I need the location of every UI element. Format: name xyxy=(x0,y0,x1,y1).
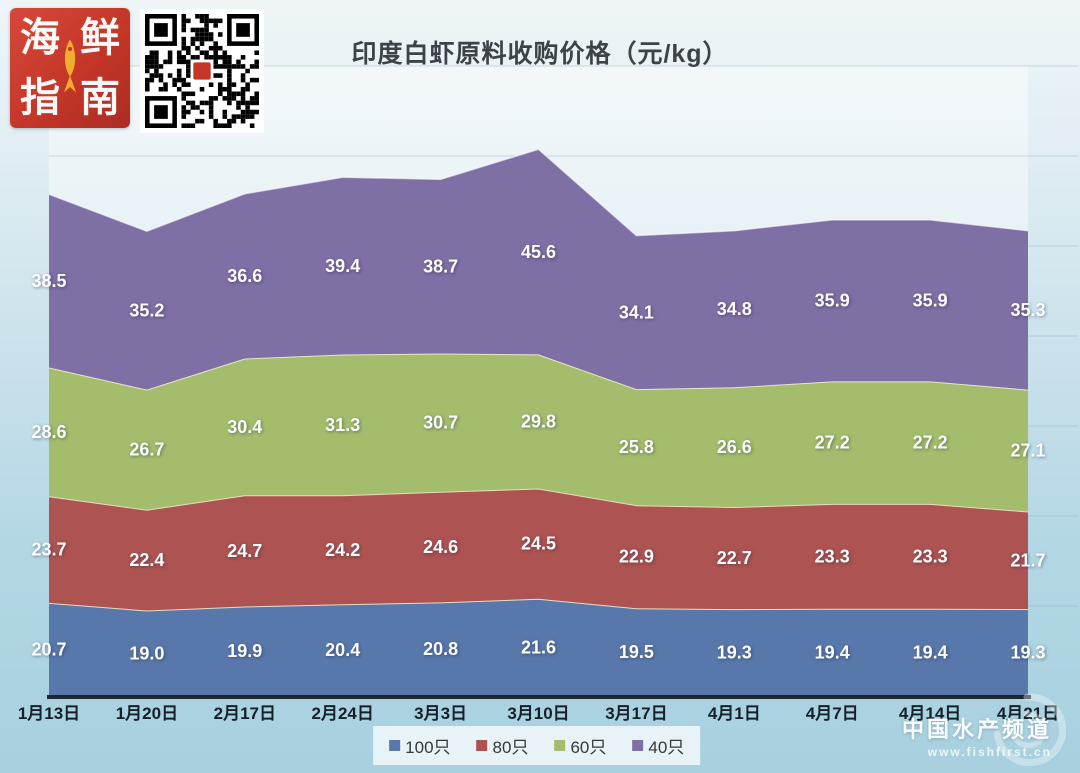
data-label: 19.4 xyxy=(815,642,850,662)
data-label: 35.9 xyxy=(913,291,948,311)
data-label: 19.3 xyxy=(717,643,752,663)
data-label: 20.8 xyxy=(423,639,458,659)
data-label: 19.3 xyxy=(1010,643,1045,663)
legend-item-3: 40只 xyxy=(632,733,684,758)
data-label: 26.6 xyxy=(717,437,752,457)
legend-swatch xyxy=(476,740,488,751)
data-label: 19.4 xyxy=(913,642,948,662)
x-axis-label: 2月17日 xyxy=(214,704,276,723)
data-label: 35.9 xyxy=(815,291,850,311)
data-label: 19.5 xyxy=(619,642,654,662)
data-label: 27.2 xyxy=(815,433,850,453)
x-axis-label: 3月10日 xyxy=(507,704,569,723)
legend-item-1: 80只 xyxy=(476,733,529,758)
data-label: 19.0 xyxy=(129,643,164,663)
data-label: 35.3 xyxy=(1010,300,1045,320)
area-edge xyxy=(48,148,1029,237)
chart-title: 印度白虾原料收购价格（元/kg） xyxy=(351,40,729,68)
logo-character: 鲜 xyxy=(80,15,120,60)
legend-item-2: 60只 xyxy=(554,733,606,758)
logo-character: 南 xyxy=(80,75,120,120)
data-label: 19.9 xyxy=(227,641,262,661)
watermark-brand: 中国水产频道 xyxy=(901,717,1052,742)
data-label: 36.6 xyxy=(227,266,262,286)
data-label: 38.5 xyxy=(31,271,66,291)
watermark: 中国水产频道 www.fishfirst.cn xyxy=(901,693,1066,767)
data-label: 38.7 xyxy=(423,256,458,276)
watermark-swirl-icon xyxy=(993,693,1066,767)
legend-swatch xyxy=(632,740,644,751)
data-label: 30.4 xyxy=(227,417,262,437)
data-label: 27.1 xyxy=(1010,441,1045,461)
x-axis-label: 4月14日 xyxy=(899,704,961,723)
data-label: 29.8 xyxy=(521,412,556,432)
data-label: 20.4 xyxy=(325,640,360,660)
legend-label: 40只 xyxy=(648,738,685,757)
data-label: 26.7 xyxy=(129,440,164,460)
x-axis-label: 3月17日 xyxy=(605,704,667,723)
data-label: 20.7 xyxy=(31,639,66,659)
x-axis-label: 4月1日 xyxy=(708,704,761,723)
data-label: 23.3 xyxy=(815,546,850,566)
data-label: 34.8 xyxy=(717,299,752,319)
data-label: 22.7 xyxy=(717,548,752,568)
chart-legend: 100只 80只 60只 40只 xyxy=(373,726,701,765)
legend-swatch xyxy=(389,740,401,751)
qr-center-logo xyxy=(193,62,211,80)
data-label: 21.6 xyxy=(521,637,556,657)
fish-icon xyxy=(63,39,77,93)
x-axis-label: 1月20日 xyxy=(116,704,178,723)
data-label: 24.5 xyxy=(521,534,556,554)
area-series-3 xyxy=(49,149,1028,390)
data-label: 31.3 xyxy=(325,415,360,435)
legend-swatch xyxy=(554,740,566,751)
legend-label: 100只 xyxy=(405,738,451,757)
x-axis-label: 3月3日 xyxy=(414,704,467,723)
data-label: 25.8 xyxy=(619,437,654,457)
data-label: 24.2 xyxy=(325,540,360,560)
data-label: 21.7 xyxy=(1010,550,1045,570)
seafood-guide-logo: 海 鲜 指 南 xyxy=(10,8,130,128)
area-series-0 xyxy=(49,598,1028,696)
data-label: 39.4 xyxy=(325,256,360,276)
data-label: 30.7 xyxy=(423,413,458,433)
data-label: 45.6 xyxy=(521,242,556,262)
x-axis-label: 1月13日 xyxy=(18,704,80,723)
data-label: 23.7 xyxy=(31,540,66,560)
qr-code-icon xyxy=(140,9,264,133)
area-series-2 xyxy=(49,353,1028,512)
data-label: 28.6 xyxy=(31,422,66,442)
data-label: 34.1 xyxy=(619,302,654,322)
legend-label: 60只 xyxy=(570,738,607,757)
legend-label: 80只 xyxy=(492,738,529,757)
logo-character: 海 xyxy=(20,15,60,60)
x-axis-label: 2月24日 xyxy=(312,704,374,723)
data-label: 23.3 xyxy=(913,546,948,566)
logo-character: 指 xyxy=(20,75,60,120)
legend-item-0: 100只 xyxy=(389,733,451,758)
x-axis-label: 4月21日 xyxy=(997,704,1059,723)
data-label: 27.2 xyxy=(913,433,948,453)
data-label: 24.7 xyxy=(227,541,262,561)
data-label: 35.2 xyxy=(129,300,164,320)
data-label: 22.9 xyxy=(619,547,654,567)
x-axis-label: 4月7日 xyxy=(806,704,859,723)
data-label: 22.4 xyxy=(129,550,164,570)
area-series-1 xyxy=(49,488,1028,611)
watermark-url: www.fishfirst.cn xyxy=(927,745,1052,759)
data-label: 24.6 xyxy=(423,537,458,557)
